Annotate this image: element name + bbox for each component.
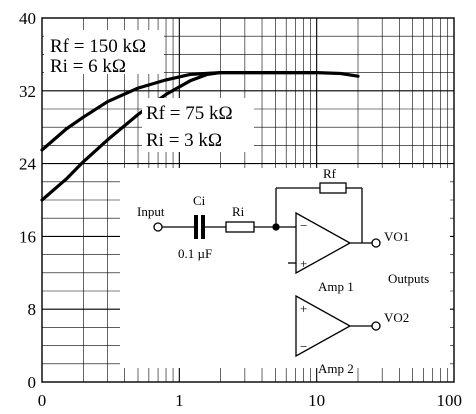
series-1-annotation-line-1: Rf = 150 kΩ xyxy=(50,36,146,57)
amplifier-schematic xyxy=(120,168,450,368)
vo1-label: VO1 xyxy=(384,229,409,244)
vo2-label: VO2 xyxy=(384,310,409,325)
x-tick-label: 0 xyxy=(38,391,47,410)
amp-1-plus-sign: + xyxy=(300,256,307,271)
y-tick-label: 16 xyxy=(19,227,36,246)
input-label: Input xyxy=(137,204,165,219)
series-lines xyxy=(40,71,360,202)
ci-label: Ci xyxy=(193,193,206,208)
y-tick-label: 24 xyxy=(19,155,37,174)
tick-labels: 0 1 10 100 0 8 16 24 32 40 xyxy=(19,9,462,410)
series-2-line xyxy=(40,71,319,202)
vo2-terminal xyxy=(371,321,381,331)
annotation-bg xyxy=(142,98,254,152)
y-tick-label: 40 xyxy=(19,9,36,28)
amp-2-minus-sign: − xyxy=(300,339,307,354)
annotation-bg xyxy=(44,30,164,74)
amp-2-label: Amp 2 xyxy=(318,361,354,376)
rf-label: Rf xyxy=(323,166,337,181)
amp-2-symbol xyxy=(295,294,352,358)
ci-value-label: 0.1 µF xyxy=(178,246,212,261)
series-2-annotation-line-1: Rf = 75 kΩ xyxy=(146,103,233,124)
ri-label: Ri xyxy=(232,204,245,219)
x-tick-label: 100 xyxy=(437,391,463,410)
schematic-bg xyxy=(120,168,450,368)
y-tick-label: 8 xyxy=(28,300,37,319)
input-terminal xyxy=(153,222,163,232)
vo1-terminal xyxy=(371,238,381,248)
amp-1-minus-sign: − xyxy=(300,218,307,233)
amp-1-symbol xyxy=(295,211,352,275)
schematic-labels: Input Ci 0.1 µF Ri Rf − + Amp 1 + − Amp … xyxy=(137,166,429,376)
series-2-annotation-line-2: Ri = 3 kΩ xyxy=(146,130,222,151)
series-1-annotation-line-2: Ri = 6 kΩ xyxy=(50,56,126,77)
y-tick-label: 0 xyxy=(28,373,37,392)
series-1-annotation: Rf = 150 kΩ Ri = 6 kΩ xyxy=(44,30,164,77)
x-tick-label: 1 xyxy=(175,391,184,410)
x-tick-label: 10 xyxy=(308,391,325,410)
plot-frame xyxy=(41,17,455,383)
y-tick-label: 32 xyxy=(19,82,36,101)
amp-1-label: Amp 1 xyxy=(318,279,354,294)
outputs-label: Outputs xyxy=(388,271,429,286)
amp-2-plus-sign: + xyxy=(300,301,307,316)
series-2-annotation: Rf = 75 kΩ Ri = 3 kΩ xyxy=(142,98,254,152)
